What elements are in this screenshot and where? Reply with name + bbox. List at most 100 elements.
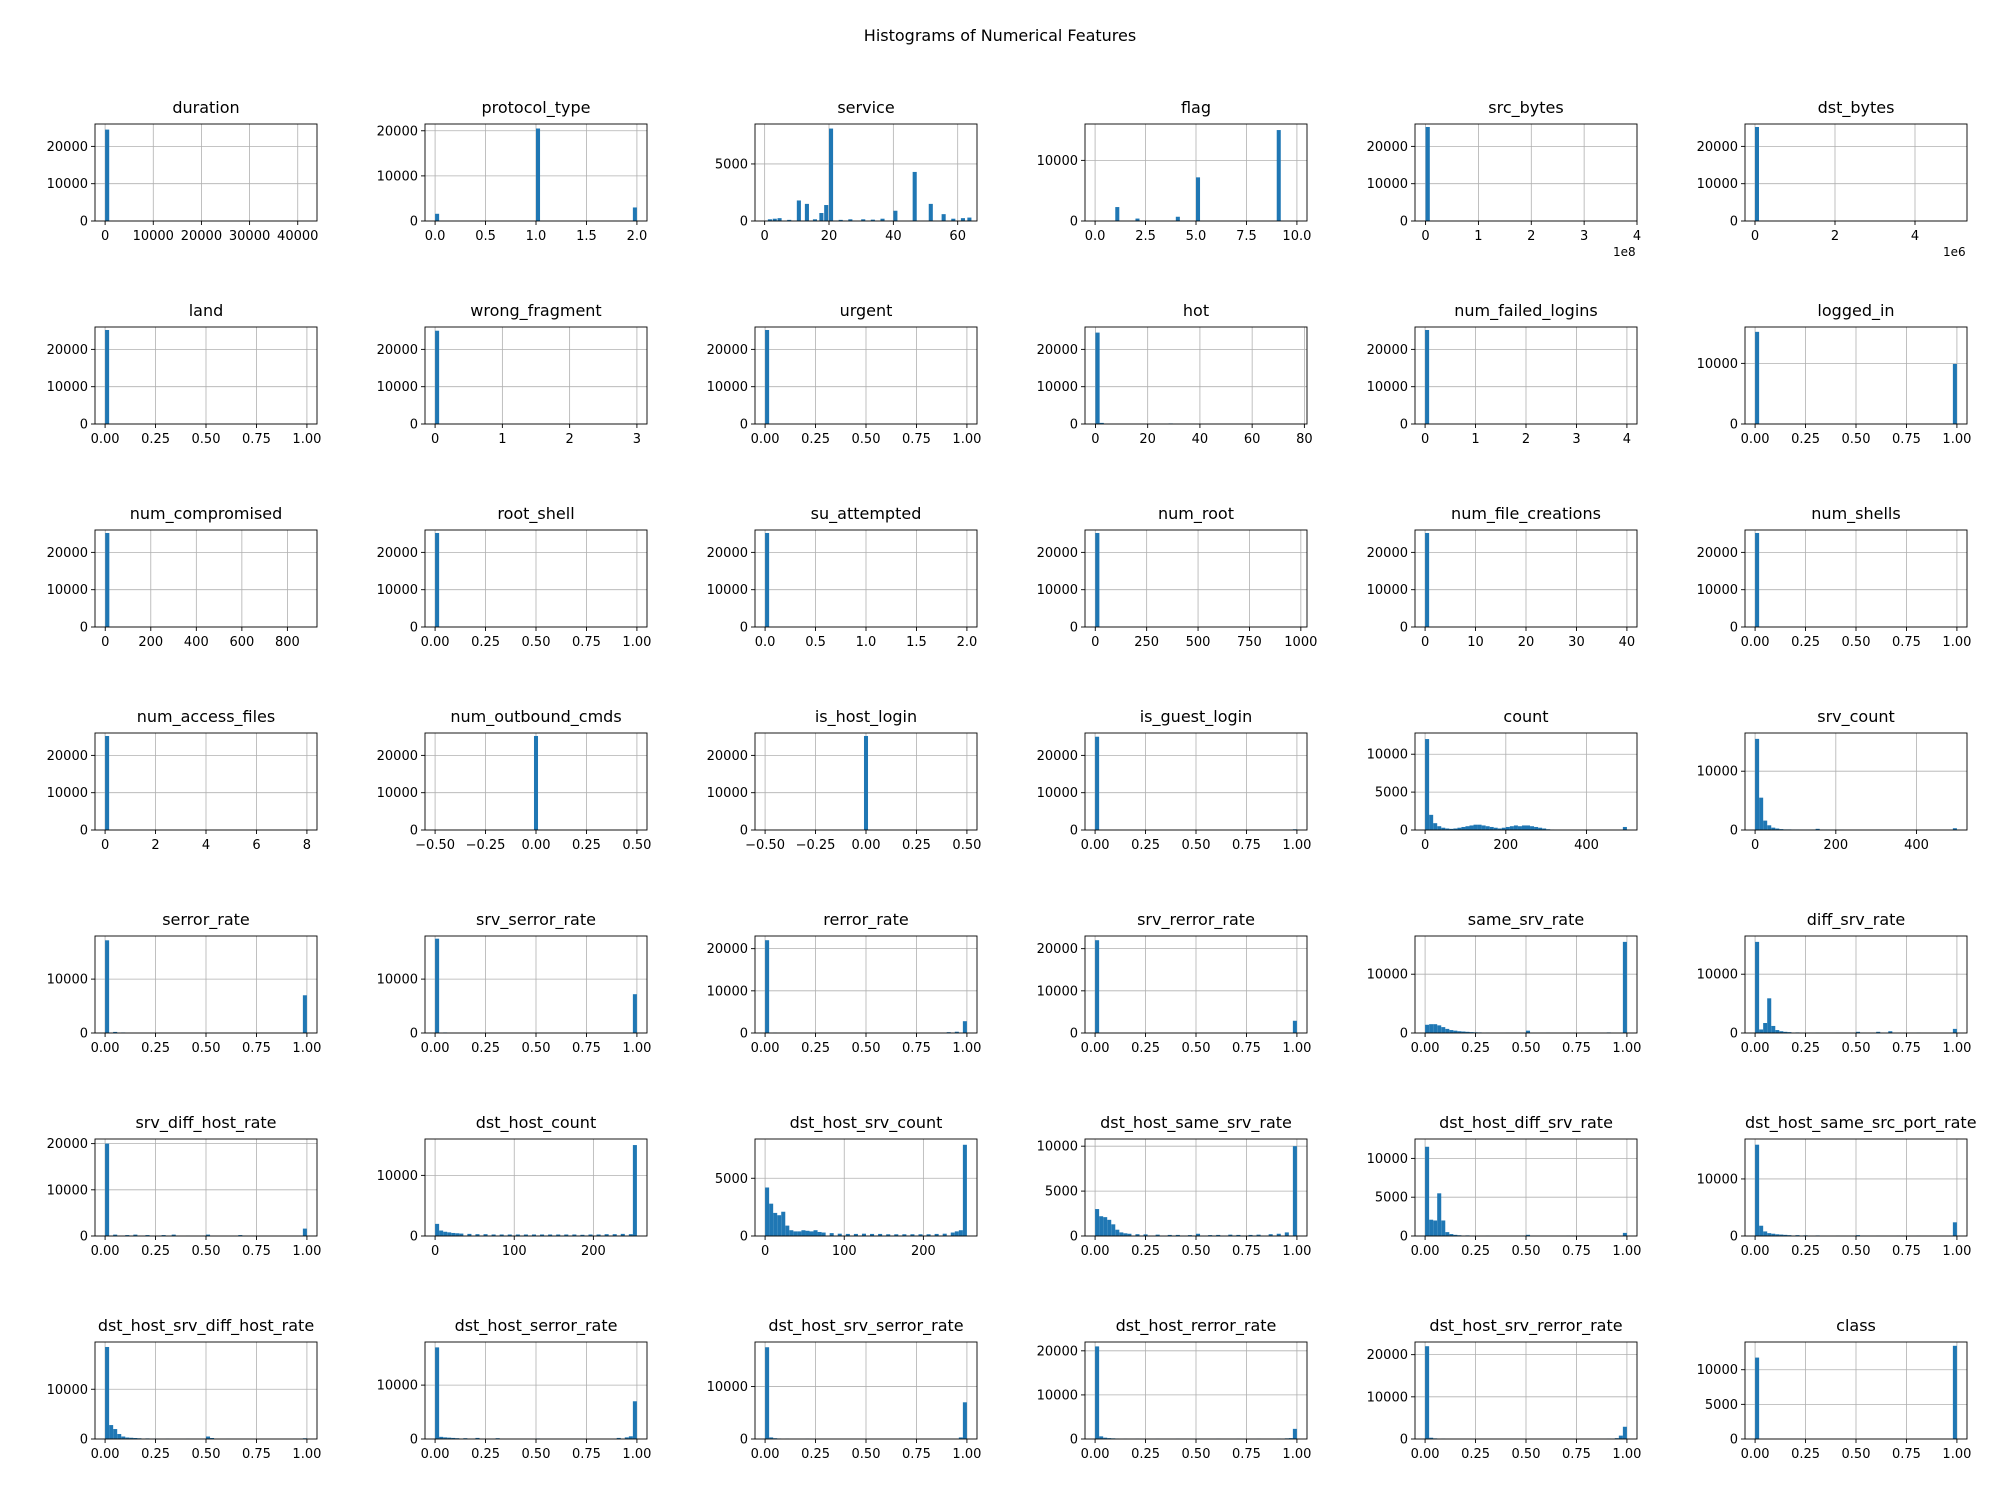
y-tick-label: 0 bbox=[1070, 215, 1078, 230]
panel-title: duration bbox=[172, 98, 240, 117]
histogram-bar bbox=[1526, 1030, 1531, 1033]
y-tick-label: 10000 bbox=[1697, 765, 1738, 780]
x-tick-label: 40000 bbox=[277, 229, 318, 244]
histogram-bar bbox=[1103, 1217, 1108, 1236]
histogram-plot: 0.00 0.25 0.50 0.75 1.00 0 10000 20000 bbox=[707, 935, 981, 1056]
x-tick-label: 1.00 bbox=[1612, 1041, 1641, 1056]
x-offset-label: 1e6 bbox=[1943, 245, 1966, 259]
x-tick-label: 0.00 bbox=[1741, 1447, 1770, 1462]
y-tick-label: 20000 bbox=[47, 1137, 88, 1152]
histogram-bar bbox=[1457, 827, 1462, 830]
histogram-bar bbox=[1196, 1233, 1201, 1236]
histogram-bar bbox=[767, 219, 772, 221]
histogram-bar bbox=[515, 1234, 520, 1236]
histogram-bar bbox=[942, 1233, 947, 1236]
x-tick-label: 1.00 bbox=[1942, 1447, 1971, 1462]
histogram-bar bbox=[1453, 828, 1458, 830]
histogram-bar bbox=[1115, 207, 1120, 221]
x-tick-label: 1.00 bbox=[292, 432, 321, 447]
histogram-bar bbox=[439, 1436, 444, 1439]
histogram-bar bbox=[863, 735, 869, 830]
x-tick-label: 2.0 bbox=[957, 635, 978, 650]
y-tick-label: 5000 bbox=[715, 1172, 748, 1187]
histogram-bar bbox=[1775, 828, 1780, 830]
y-tick-label: 0 bbox=[80, 215, 88, 230]
histogram-panel: src_bytes 0 1 2 3 4 0 10000 20000 1e8 bbox=[1320, 98, 1650, 259]
x-tick-label: 1.5 bbox=[906, 635, 927, 650]
panel-title: dst_host_same_src_port_rate bbox=[1745, 1113, 1977, 1132]
histogram-bar bbox=[523, 1234, 528, 1236]
x-tick-label: 0.50 bbox=[522, 635, 551, 650]
y-tick-label: 0 bbox=[1070, 621, 1078, 636]
histogram-plot: 0 2 4 0 10000 20000 bbox=[1697, 123, 1968, 244]
x-tick-label: 0.00 bbox=[852, 838, 881, 853]
histogram-bar bbox=[819, 213, 824, 221]
x-tick-label: 60 bbox=[949, 229, 966, 244]
x-tick-label: 1.0 bbox=[856, 635, 877, 650]
x-tick-label: 0.75 bbox=[1892, 635, 1921, 650]
y-tick-label: 0 bbox=[1400, 824, 1408, 839]
y-tick-label: 0 bbox=[1400, 1433, 1408, 1448]
x-tick-label: 0.75 bbox=[1232, 1244, 1261, 1259]
histogram-bar bbox=[880, 218, 885, 221]
panel-title: num_access_files bbox=[136, 707, 276, 726]
histogram-plot: 0 1 2 3 4 0 10000 20000 bbox=[1367, 123, 1641, 244]
x-tick-label: 0.00 bbox=[1411, 1041, 1440, 1056]
x-tick-label: 0.50 bbox=[852, 1041, 881, 1056]
y-tick-label: 0 bbox=[1730, 1230, 1738, 1245]
histogram-bar bbox=[838, 219, 843, 221]
x-tick-label: 400 bbox=[184, 635, 209, 650]
histogram-bar bbox=[612, 1234, 617, 1236]
y-tick-label: 0 bbox=[1070, 1027, 1078, 1042]
x-tick-label: 1000 bbox=[1284, 635, 1317, 650]
x-tick-label: 0.00 bbox=[91, 432, 120, 447]
y-tick-label: 10000 bbox=[1037, 1140, 1078, 1155]
histogram-bar bbox=[105, 1143, 110, 1236]
histogram-bar bbox=[878, 1233, 883, 1236]
histogram-bar bbox=[951, 218, 956, 221]
histogram-bar bbox=[1429, 1219, 1434, 1236]
histogram-bar bbox=[812, 219, 817, 221]
x-tick-label: 10000 bbox=[133, 229, 174, 244]
histogram-bar bbox=[1236, 1234, 1241, 1236]
histogram-plot: −0.50 −0.25 0.00 0.25 0.50 0 10000 20000 bbox=[707, 732, 981, 853]
x-tick-label: 1.00 bbox=[292, 1447, 321, 1462]
x-tick-label: 3 bbox=[1572, 432, 1580, 447]
x-tick-label: 0.50 bbox=[192, 432, 221, 447]
x-tick-label: 0.50 bbox=[1182, 838, 1211, 853]
x-tick-label: 80 bbox=[1296, 432, 1313, 447]
y-tick-label: 10000 bbox=[1367, 1152, 1408, 1167]
histogram-bar bbox=[886, 1234, 891, 1236]
y-tick-label: 0 bbox=[80, 1027, 88, 1042]
x-tick-label: 100 bbox=[832, 1244, 857, 1259]
y-tick-label: 20000 bbox=[707, 749, 748, 764]
x-tick-label: 0.50 bbox=[1512, 1244, 1541, 1259]
histogram-bar bbox=[628, 1234, 633, 1236]
histogram-panel: same_srv_rate 0.00 0.25 0.50 0.75 1.00 0 10000 bbox=[1320, 910, 1650, 1060]
panel-title: urgent bbox=[839, 301, 893, 320]
histogram-bar bbox=[954, 1231, 959, 1236]
histogram-panel: flag 0.0 2.5 5.0 7.5 10.0 0 10000 bbox=[990, 98, 1320, 248]
histogram-bar bbox=[1755, 1144, 1760, 1236]
x-tick-label: 0.25 bbox=[471, 635, 500, 650]
x-tick-label: 1.00 bbox=[952, 1447, 981, 1462]
x-tick-label: 0.00 bbox=[522, 838, 551, 853]
histogram-panel: srv_serror_rate 0.00 0.25 0.50 0.75 1.00 0 1000… bbox=[330, 910, 660, 1060]
histogram-bar bbox=[765, 940, 770, 1033]
y-tick-label: 10000 bbox=[1697, 357, 1738, 372]
x-tick-label: 0 bbox=[1091, 432, 1099, 447]
x-tick-label: 1.00 bbox=[292, 1041, 321, 1056]
histogram-bar bbox=[912, 171, 917, 221]
histogram-bar bbox=[1501, 827, 1506, 830]
x-tick-label: 0.50 bbox=[1182, 1447, 1211, 1462]
histogram-bar bbox=[1952, 1028, 1957, 1033]
histogram-bar bbox=[1783, 1234, 1788, 1236]
histogram-bar bbox=[824, 205, 829, 221]
y-tick-label: 10000 bbox=[707, 583, 748, 598]
histogram-plot: 0.00 0.25 0.50 0.75 1.00 0 5000 10000 bbox=[1037, 1138, 1311, 1259]
histogram-bar bbox=[507, 1234, 512, 1236]
histogram-bar bbox=[1952, 1222, 1957, 1236]
axes-frame bbox=[1084, 529, 1308, 628]
histogram-panel: num_outbound_cmds −0.50 −0.25 0.00 0.25 0.50 0… bbox=[330, 707, 660, 857]
